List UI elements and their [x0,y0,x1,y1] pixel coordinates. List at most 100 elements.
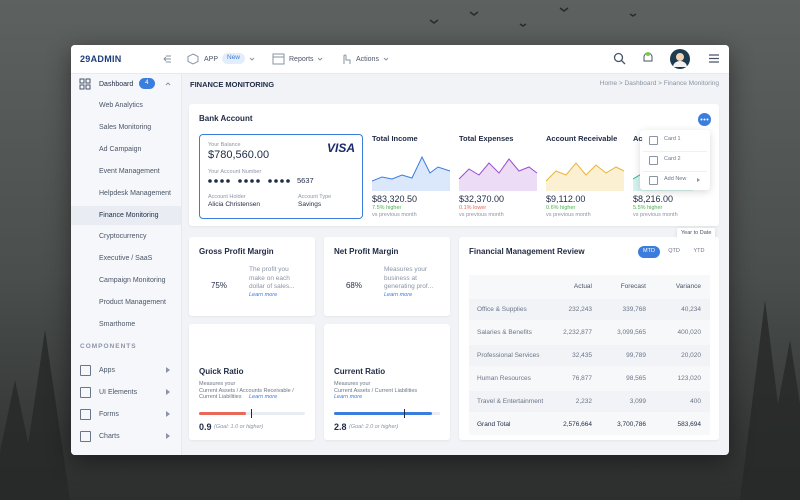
metric-title: Total Expenses [459,134,514,143]
nav-dashboard[interactable]: Dashboard [99,81,134,88]
menu-reports[interactable]: Reports [289,56,314,63]
nav-component[interactable]: Apps [99,367,115,374]
nav-subitem[interactable]: Campaign Monitoring [99,277,166,285]
cell: 123,020 [677,375,702,382]
row-label: Office & Supplies [477,306,527,313]
metric-compare: vs previous month [372,212,417,218]
kpi-panel [189,324,315,440]
kpi-link[interactable]: Learn more [384,291,413,298]
chevron [166,433,170,439]
caret [383,57,389,61]
nav-subitem[interactable]: Executive / SaaS [99,255,153,263]
breadcrumb[interactable]: Home > Dashboard > Finance Monitoring [599,80,719,87]
actions-icon[interactable] [340,52,352,65]
metric-value: $32,370.00 [459,194,505,204]
cell: 2,576,664 [563,421,592,428]
metric-compare: vs previous month [546,212,591,218]
menu-item[interactable]: Card 1 [664,136,681,142]
tab[interactable]: YTD [693,248,705,254]
ratio-title: Current Ratio [334,367,386,376]
ratio-text: Current Assets / Accounts Receivable / [199,387,294,394]
collapse-icon[interactable] [163,54,173,64]
more-dots [700,118,709,121]
section-label: COMPONENTS [80,343,137,350]
component-icon [80,409,91,420]
metric-compare: vs previous month [633,212,678,218]
metric-value: $9,112.00 [546,194,586,204]
nav-subitem[interactable]: Helpdesk Management [99,189,171,197]
tab[interactable]: QTD [668,248,680,254]
kpi-text: make on each [249,274,290,282]
top-bar [71,45,729,74]
row-label: Grand Total [477,421,511,428]
nav-component[interactable]: UI Elements [99,389,138,396]
row-label: Human Resources [477,375,531,382]
app-icon[interactable] [187,53,199,65]
nav-subitem[interactable]: Event Management [99,167,160,175]
menu-icon [649,136,658,145]
cell: 40,234 [681,306,701,313]
column-header: Variance [675,283,701,290]
row-bg [469,322,710,343]
nav-component[interactable]: Charts [99,433,120,440]
ratio-title: Quick Ratio [199,367,244,376]
ratio-bar-fill [334,412,432,415]
card-brand: VISA [327,141,356,155]
menu-actions[interactable]: Actions [356,56,379,63]
ratio-goal: (Goal: 2.0 or higher) [349,424,399,430]
app-window: 29ADMIN APP New Reports Actions Dashboar… [71,45,729,455]
balance: $780,560.00 [208,149,270,161]
menu-item[interactable]: Card 2 [664,156,681,162]
ratio-link[interactable]: Learn more [334,394,363,400]
chevron [697,178,700,182]
cell: 2,232 [575,398,592,405]
menu-icon[interactable] [708,53,720,64]
metric-compare: vs previous month [459,212,504,218]
page-title: FINANCE MONITORING [190,80,275,89]
ratio-value: 0.9 [199,422,212,432]
notification-icon[interactable] [642,51,654,66]
metric-change: 0.1% lower [459,205,487,211]
nav-subitem[interactable]: Smarthome [99,321,136,328]
bank-card[interactable] [199,134,363,219]
nav-subitem[interactable]: Product Management [99,299,166,307]
brand[interactable]: 29ADMIN [80,54,122,64]
metric-title: Ac [633,134,643,143]
sidebar [71,74,182,455]
nav-subitem[interactable]: Finance Monitoring [99,211,159,219]
menu-app[interactable]: APP [204,56,219,63]
ring-label: 75% [210,281,227,290]
avatar[interactable] [670,49,690,69]
account-last-digits: 5637 [297,176,314,185]
kpi-link[interactable]: Learn more [249,291,278,298]
nav-subitem[interactable]: Sales Monitoring [99,123,152,131]
caret [165,82,171,86]
row-bg [469,299,710,320]
component-icon [80,387,91,398]
dashboard-badge: 4 [139,78,155,89]
row-bg [469,368,710,389]
cell: 99,789 [626,352,646,359]
caret [249,57,255,61]
nav-subitem[interactable]: Cryptocurrency [99,233,147,241]
reports-icon[interactable] [272,53,285,65]
ratio-value: 2.8 [334,422,347,432]
cell: 400 [690,398,701,405]
cell: 2,232,877 [563,329,592,336]
kpi-panel [324,237,450,316]
kpi-text: dollar of sales... [249,283,295,290]
menu-item[interactable]: Add New [664,176,687,182]
kpi-text: business at [384,274,417,282]
ratio-link[interactable]: Learn more [249,394,278,400]
column-header: Actual [573,283,592,290]
tab[interactable]: MTD [638,246,660,258]
ratio-goal-marker [251,409,252,418]
menu-divider [643,151,707,152]
nav-subitem[interactable]: Ad Campaign [99,145,142,153]
dashboard-icon [79,78,91,90]
search-icon[interactable] [613,52,626,65]
nav-component[interactable]: Forms [99,411,119,418]
ratio-goal-marker [404,409,405,418]
nav-subitem[interactable]: Web Analytics [99,102,143,109]
